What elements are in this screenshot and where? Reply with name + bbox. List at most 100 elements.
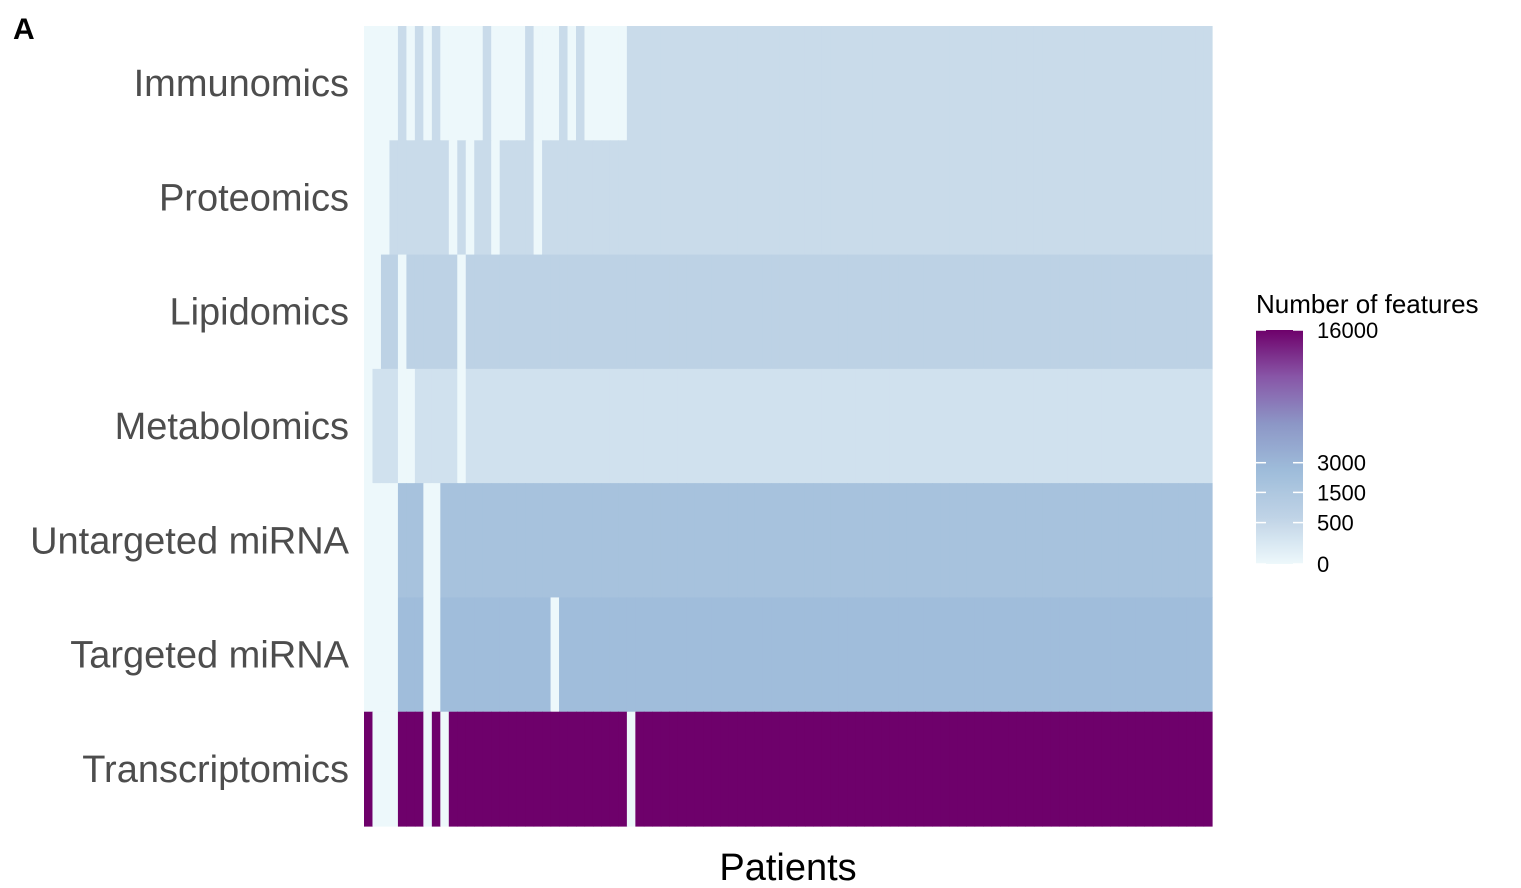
legend-tick-label: 0: [1317, 552, 1329, 577]
heatmap-cell: [788, 140, 798, 256]
heatmap-cell: [592, 597, 603, 713]
heatmap-cell: [889, 483, 899, 599]
heatmap-cell: [1101, 483, 1111, 599]
heatmap-cell: [389, 254, 399, 370]
heatmap-cell: [618, 711, 628, 827]
heatmap-cell: [482, 711, 492, 827]
heatmap-cell: [516, 254, 526, 370]
heatmap-cell: [567, 26, 577, 141]
heatmap-cell: [1008, 368, 1018, 484]
heatmap-cell: [889, 597, 899, 713]
heatmap-cell: [491, 368, 501, 484]
heatmap-cell: [932, 597, 942, 713]
heatmap-cell: [1016, 140, 1027, 256]
heatmap-cell: [372, 711, 382, 827]
heatmap-cell: [364, 368, 374, 484]
heatmap-cell: [431, 368, 441, 484]
heatmap-cell: [1161, 711, 1171, 827]
heatmap-cell: [881, 711, 891, 827]
heatmap-cell: [813, 711, 823, 827]
heatmap-cell: [1101, 711, 1111, 827]
heatmap-cell: [745, 483, 755, 599]
heatmap-cell: [898, 597, 908, 713]
heatmap-cell: [1033, 26, 1043, 141]
heatmap-cell: [754, 140, 764, 256]
heatmap-cell: [779, 711, 789, 827]
heatmap-cell: [771, 368, 781, 484]
heatmap-cell: [966, 597, 976, 713]
heatmap-cell: [559, 368, 569, 484]
heatmap-cell: [669, 254, 679, 370]
heatmap-cell: [1008, 711, 1018, 827]
heatmap-cell: [609, 368, 619, 484]
heatmap-cell: [576, 368, 586, 484]
heatmap-cell: [660, 483, 670, 599]
heatmap-cell: [1127, 711, 1137, 827]
heatmap-cell: [983, 597, 993, 713]
heatmap-cell: [1033, 597, 1043, 713]
heatmap-cell: [542, 483, 552, 599]
heatmap-cell: [609, 597, 619, 713]
heatmap-cell: [1042, 140, 1052, 256]
heatmap-cell: [584, 711, 594, 827]
heatmap-cell: [677, 597, 687, 713]
heatmap-cell: [703, 597, 713, 713]
heatmap-cell: [855, 26, 865, 141]
heatmap-cell: [872, 368, 882, 484]
heatmap-cell: [584, 368, 594, 484]
heatmap-cell: [542, 140, 552, 256]
heatmap-cell: [592, 140, 603, 256]
heatmap-cell: [660, 368, 670, 484]
heatmap-cell: [779, 597, 789, 713]
heatmap-cell: [779, 26, 789, 141]
heatmap-cell: [932, 254, 942, 370]
heatmap-cell: [635, 711, 645, 827]
heatmap-cell: [643, 140, 653, 256]
heatmap-cell: [677, 368, 687, 484]
heatmap-cell: [1093, 368, 1103, 484]
heatmap-cell: [1178, 254, 1188, 370]
heatmap-cell: [576, 140, 586, 256]
heatmap-cell: [983, 711, 993, 827]
heatmap-cell: [889, 711, 899, 827]
heatmap-cell: [414, 26, 424, 141]
heatmap-cell: [576, 26, 586, 141]
heatmap-cell: [872, 597, 882, 713]
heatmap-cell: [694, 368, 704, 484]
heatmap-cell: [796, 368, 806, 484]
heatmap-cell: [864, 26, 874, 141]
heatmap-cell: [711, 711, 721, 827]
heatmap-cell: [821, 711, 831, 827]
heatmap-cell: [643, 597, 653, 713]
heatmap-cell: [1042, 254, 1052, 370]
heatmap-cell: [677, 711, 687, 827]
heatmap-cell: [559, 26, 569, 141]
heatmap-cell: [372, 254, 382, 370]
heatmap-cell: [457, 368, 467, 484]
heatmap-cell: [635, 483, 645, 599]
heatmap-cell: [508, 26, 518, 141]
heatmap-cell: [762, 597, 772, 713]
heatmap-cell: [440, 597, 450, 713]
heatmap-cell: [618, 254, 628, 370]
heatmap-cell: [1008, 140, 1018, 256]
heatmap-cell: [966, 26, 976, 141]
heatmap-cell: [397, 597, 407, 713]
heatmap-cell: [1127, 597, 1137, 713]
heatmap-cell: [974, 711, 984, 827]
heatmap-cell: [1186, 597, 1196, 713]
heatmap-cell: [898, 254, 908, 370]
heatmap-cell: [1093, 711, 1103, 827]
heatmap-cell: [788, 483, 798, 599]
heatmap-cell: [703, 26, 713, 141]
heatmap-cell: [847, 254, 857, 370]
heatmap-cell: [1144, 597, 1154, 713]
heatmap-cell: [397, 483, 407, 599]
heatmap-cell: [864, 368, 874, 484]
heatmap-cell: [567, 368, 577, 484]
heatmap-cell: [872, 140, 882, 256]
heatmap-cell: [1127, 140, 1137, 256]
heatmap-cell: [652, 368, 662, 484]
heatmap-cell: [889, 140, 899, 256]
heatmap-cell: [1084, 368, 1094, 484]
